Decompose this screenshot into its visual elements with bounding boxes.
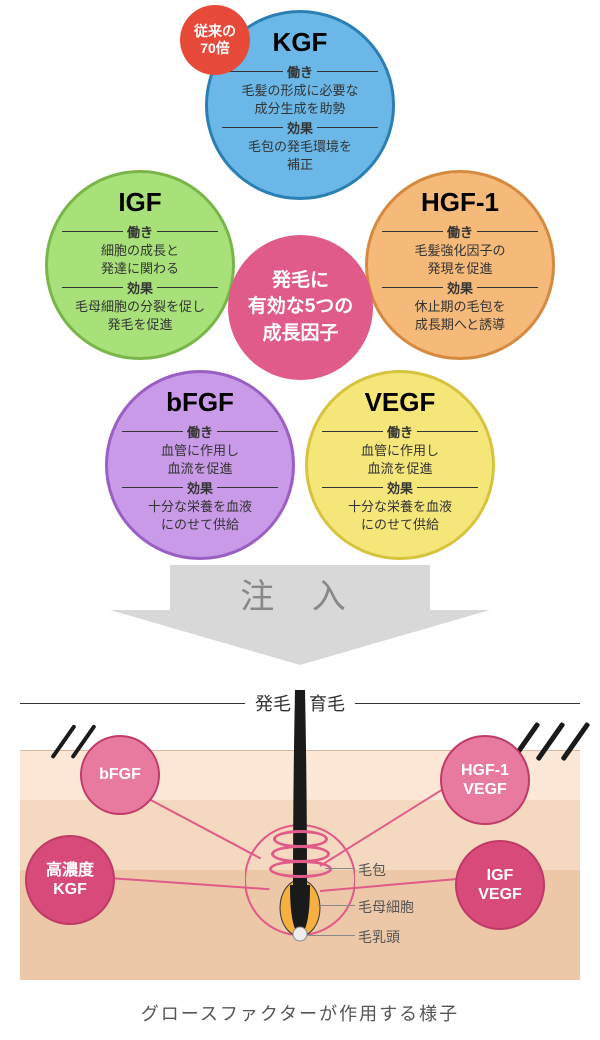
diagram-root: KGF 働き 毛髪の形成に必要な成分生成を助勢 効果 毛包の発毛環境を補正 従来… <box>0 0 600 1040</box>
anat-line <box>318 905 355 906</box>
eff-text: 十分な栄養を血液にのせて供給 <box>308 498 492 533</box>
badge-text: 従来の70倍 <box>194 23 236 57</box>
eff-text: 毛母細胞の分裂を促し発毛を促進 <box>48 298 232 333</box>
follicle-ring <box>269 860 332 878</box>
arrow-label: 注 入 <box>0 569 600 618</box>
eff-label: 効果 <box>382 278 538 297</box>
eff-label: 効果 <box>62 278 218 297</box>
factor-hgf: HGF-1 働き 毛髪強化因子の発現を促進 効果 休止期の毛包を成長期へと誘導 <box>365 170 555 360</box>
factor-vegf: VEGF 働き 血管に作用し血流を促進 効果 十分な栄養を血液にのせて供給 <box>305 370 495 560</box>
factor-title: VEGF <box>308 387 492 418</box>
factor-title: IGF <box>48 187 232 218</box>
func-text: 血管に作用し血流を促進 <box>108 442 292 477</box>
func-label: 働き <box>222 62 378 81</box>
factor-igf: IGF 働き 細胞の成長と発達に関わる 効果 毛母細胞の分裂を促し発毛を促進 <box>45 170 235 360</box>
factor-title: bFGF <box>108 387 292 418</box>
anat-line <box>325 868 355 869</box>
func-text: 毛髪強化因子の発現を促進 <box>368 242 552 277</box>
func-label: 働き <box>62 222 218 241</box>
gf-label: bFGF <box>99 765 141 784</box>
center-circle: 発毛に有効な5つの成長因子 <box>228 235 373 380</box>
eff-label: 効果 <box>322 478 478 497</box>
gf-label: IGFVEGF <box>478 866 522 904</box>
func-label: 働き <box>322 422 478 441</box>
eff-text: 十分な栄養を血液にのせて供給 <box>108 498 292 533</box>
gf-igf: IGFVEGF <box>455 840 545 930</box>
bottom-caption: グロースファクターが作用する様子 <box>0 1000 600 1026</box>
func-text: 毛髪の形成に必要な成分生成を助勢 <box>208 82 392 117</box>
gf-bfgf: bFGF <box>80 735 160 815</box>
factor-title: HGF-1 <box>368 187 552 218</box>
skin-diagram: bFGF 高濃度KGF HGF-1VEGF IGFVEGF 毛包 毛母細胞 毛乳… <box>20 720 580 980</box>
anat-label-3: 毛乳頭 <box>358 927 400 947</box>
func-label: 働き <box>382 222 538 241</box>
gf-label: 高濃度KGF <box>46 861 94 899</box>
anat-label-1: 毛包 <box>358 860 386 880</box>
inject-arrow: 注 入 <box>0 565 600 665</box>
anat-label-2: 毛母細胞 <box>358 897 414 917</box>
gf-hgf: HGF-1VEGF <box>440 735 530 825</box>
func-text: 血管に作用し血流を促進 <box>308 442 492 477</box>
kgf-badge: 従来の70倍 <box>180 5 250 75</box>
anat-line <box>308 935 355 936</box>
eff-label: 効果 <box>122 478 278 497</box>
func-label: 働き <box>122 422 278 441</box>
center-text: 発毛に有効な5つの成長因子 <box>248 268 354 348</box>
func-text: 細胞の成長と発達に関わる <box>48 242 232 277</box>
factor-cluster: KGF 働き 毛髪の形成に必要な成分生成を助勢 効果 毛包の発毛環境を補正 従来… <box>0 0 600 640</box>
factor-bfgf: bFGF 働き 血管に作用し血流を促進 効果 十分な栄養を血液にのせて供給 <box>105 370 295 560</box>
eff-label: 効果 <box>222 118 378 137</box>
eff-text: 休止期の毛包を成長期へと誘導 <box>368 298 552 333</box>
gf-label: HGF-1VEGF <box>461 761 509 799</box>
gf-kgf: 高濃度KGF <box>25 835 115 925</box>
eff-text: 毛包の発毛環境を補正 <box>208 138 392 173</box>
